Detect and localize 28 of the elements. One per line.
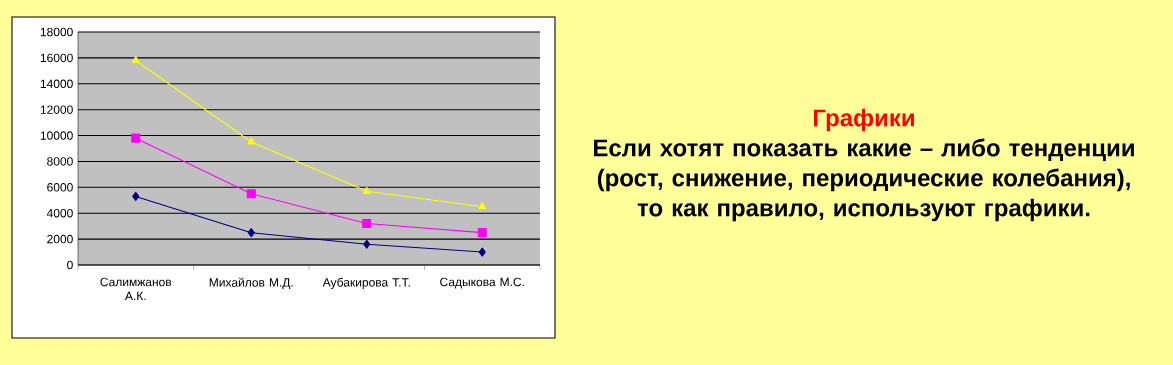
point	[362, 219, 372, 229]
point	[131, 133, 141, 143]
y-tick-label: 0	[67, 260, 73, 270]
y-tick-label: 8000	[47, 157, 73, 166]
y-tick-label: 14000	[40, 79, 73, 89]
x-tick-label: Аубакирова Т.Т.	[322, 277, 410, 289]
point	[478, 202, 487, 210]
x-tick-label: Садыкова М.С.	[440, 277, 524, 289]
point	[477, 228, 487, 238]
point	[131, 55, 140, 64]
point	[247, 137, 256, 145]
point	[132, 191, 140, 201]
text: Если хотят показать какие – либо тенденции (рост, снижение, периодические колебания), то как правило, используют графики.	[594, 138, 1134, 222]
y-tick-label: 2000	[47, 234, 73, 244]
y-tick-label: 16000	[40, 53, 73, 63]
point	[362, 186, 371, 194]
y-tick-label: 6000	[47, 183, 73, 192]
point	[478, 247, 486, 257]
text: Графики	[814, 108, 914, 132]
y-tick-label: 18000	[40, 27, 73, 37]
point	[246, 189, 256, 199]
x-tick-label: Михайлов М.Д.	[209, 277, 293, 289]
x-tick-label: Салимжанов А.К.	[100, 277, 172, 301]
point	[363, 239, 371, 249]
y-tick-label: 12000	[40, 105, 73, 114]
y-tick-label: 4000	[46, 208, 73, 218]
point	[247, 228, 255, 238]
y-tick-label: 10000	[40, 131, 73, 140]
